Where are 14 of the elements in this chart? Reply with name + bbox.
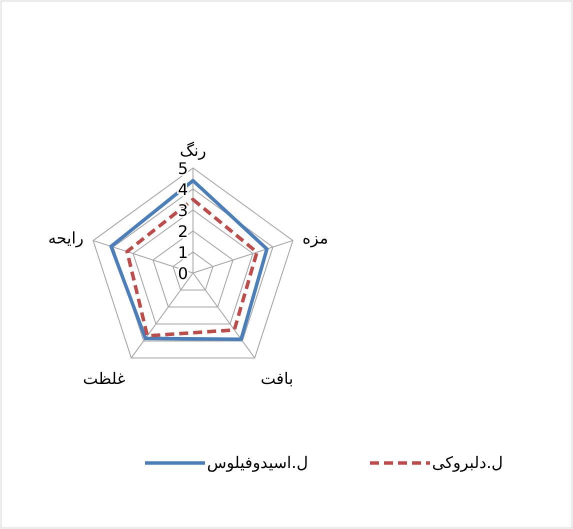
ytick: 2 <box>178 222 188 241</box>
category: غلظت <box>82 369 126 388</box>
ytick: 5 <box>178 159 188 178</box>
ytick: 0 <box>178 264 188 283</box>
legend-item: ل.دلبروکی <box>370 453 504 472</box>
category: بافت <box>260 369 294 388</box>
category: رنگ <box>180 141 206 160</box>
ytick: 4 <box>178 180 188 199</box>
legend-label: ل.دلبروکی <box>432 453 504 472</box>
category: رایحه <box>48 228 84 248</box>
legend-item: ل.اسیدوفیلوس <box>145 453 308 472</box>
legend-label: ل.اسیدوفیلوس <box>207 453 308 472</box>
category: مزه <box>302 228 328 248</box>
ytick: 1 <box>178 243 188 262</box>
